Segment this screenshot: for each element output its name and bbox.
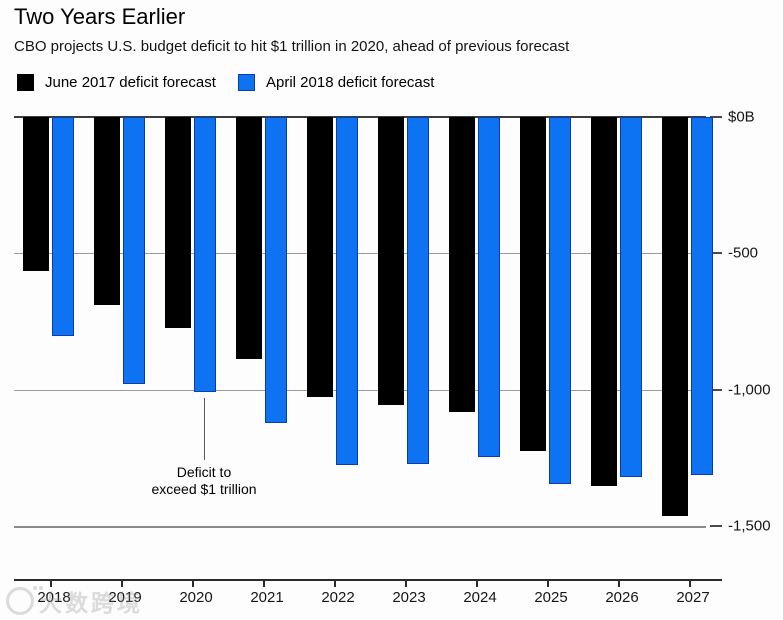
bar-april2018-2022: [336, 117, 358, 465]
gridline--500: [14, 253, 706, 254]
bar-april2018-2018: [52, 117, 74, 336]
x-tick-2025: [547, 581, 549, 587]
bar-june2017-2026: [591, 117, 617, 486]
x-axis-label-2018: 2018: [37, 589, 71, 606]
x-axis-label-2022: 2022: [321, 589, 355, 606]
gridline--1,500: [14, 526, 706, 528]
x-tick-2027: [689, 581, 691, 587]
annotation-line-2: exceed $1 trillion: [151, 481, 257, 497]
x-axis-label-2026: 2026: [605, 589, 639, 606]
y-tick-label: -1,000: [728, 381, 771, 399]
x-tick-2026: [618, 581, 620, 587]
bar-june2017-2021: [236, 117, 262, 359]
annotation-connector-line: [204, 398, 205, 460]
x-tick-2018: [50, 581, 52, 587]
x-axis-label-2020: 2020: [179, 589, 213, 606]
legend-item-june-2017: June 2017 deficit forecast: [17, 73, 216, 92]
y-tick-label: -500: [728, 244, 759, 262]
legend-swatch-blue: [238, 74, 255, 91]
bar-april2018-2021: [265, 117, 287, 423]
y-tick--500: [710, 252, 722, 254]
bar-april2018-2019: [123, 117, 145, 384]
bar-june2017-2019: [94, 117, 120, 305]
bar-april2018-2024: [478, 117, 500, 457]
bar-june2017-2018: [23, 117, 49, 271]
y-tick-label: $0B: [728, 108, 755, 126]
gridline-$0B: [14, 116, 706, 118]
annotation-line-1: Deficit to: [176, 464, 232, 480]
x-axis-label-2023: 2023: [392, 589, 426, 606]
bar-june2017-2025: [520, 117, 546, 451]
y-tick--1,000: [710, 389, 722, 391]
legend-label: June 2017 deficit forecast: [45, 74, 216, 91]
x-axis-label-2019: 2019: [108, 589, 142, 606]
bar-june2017-2023: [378, 117, 404, 405]
bar-april2018-2020: [194, 117, 216, 392]
annotation-text: Deficit to exceed $1 trillion: [109, 464, 299, 498]
x-axis-label-2027: 2027: [676, 589, 710, 606]
gridline--1,000: [14, 390, 706, 391]
chart-title: Two Years Earlier: [14, 4, 186, 29]
legend-item-april-2018: April 2018 deficit forecast: [238, 73, 434, 92]
y-tick-label: -1,500: [728, 517, 771, 535]
bar-june2017-2022: [307, 117, 333, 397]
x-tick-2022: [334, 581, 336, 587]
x-tick-2023: [405, 581, 407, 587]
bar-june2017-2024: [449, 117, 475, 412]
x-tick-2020: [192, 581, 194, 587]
x-axis-label-2024: 2024: [463, 589, 497, 606]
x-axis-label-2025: 2025: [534, 589, 568, 606]
bar-april2018-2025: [549, 117, 571, 484]
legend-swatch-black: [17, 74, 34, 91]
chart-subtitle: CBO projects U.S. budget deficit to hit …: [14, 38, 570, 55]
y-tick-$0B: [710, 116, 722, 118]
x-axis-label-2021: 2021: [250, 589, 284, 606]
bar-april2018-2026: [620, 117, 642, 477]
bar-june2017-2020: [165, 117, 191, 328]
bar-april2018-2027: [691, 117, 713, 475]
bar-april2018-2023: [407, 117, 429, 464]
x-tick-2021: [263, 581, 265, 587]
x-tick-2024: [476, 581, 478, 587]
y-tick--1,500: [710, 525, 722, 527]
x-axis-line: [14, 579, 722, 581]
x-tick-2019: [121, 581, 123, 587]
bar-june2017-2027: [662, 117, 688, 516]
legend-label: April 2018 deficit forecast: [266, 74, 435, 91]
